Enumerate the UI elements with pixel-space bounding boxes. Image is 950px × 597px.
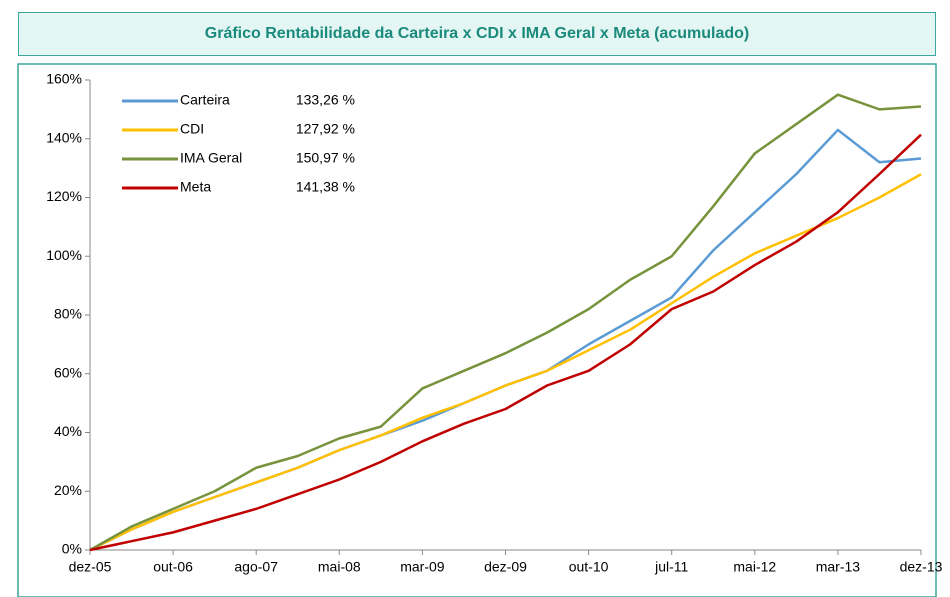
legend-label: Meta	[180, 179, 211, 195]
y-tick-label: 100%	[46, 247, 82, 263]
legend-value: 127,92 %	[296, 121, 355, 137]
x-tick-label: out-06	[153, 559, 193, 575]
legend-value: 141,38 %	[296, 179, 355, 195]
x-tick-label: dez-05	[69, 559, 112, 575]
y-tick-label: 40%	[54, 423, 82, 439]
y-tick-label: 20%	[54, 482, 82, 498]
x-tick-label: jul-11	[654, 559, 688, 575]
x-tick-label: mai-12	[733, 559, 776, 575]
x-tick-label: out-10	[569, 559, 609, 575]
x-tick-label: dez-13	[900, 559, 943, 575]
legend-label: CDI	[180, 121, 204, 137]
chart-title: Gráfico Rentabilidade da Carteira x CDI …	[18, 12, 936, 56]
legend-label: IMA Geral	[180, 150, 242, 166]
y-tick-label: 0%	[62, 541, 82, 557]
y-tick-label: 140%	[46, 129, 82, 145]
series-line	[89, 93, 922, 552]
series-line	[89, 128, 922, 552]
legend-label: Carteira	[180, 92, 230, 108]
x-tick-label: mai-08	[318, 559, 361, 575]
series-line	[89, 133, 922, 552]
legend-value: 150,97 %	[296, 150, 355, 166]
y-tick-label: 120%	[46, 188, 82, 204]
series-line	[89, 173, 922, 552]
x-tick-label: ago-07	[234, 559, 278, 575]
y-tick-label: 60%	[54, 364, 82, 380]
y-tick-label: 160%	[46, 71, 82, 87]
legend-value: 133,26 %	[296, 92, 355, 108]
x-tick-label: mar-13	[816, 559, 861, 575]
x-tick-label: dez-09	[484, 559, 527, 575]
x-tick-label: mar-09	[400, 559, 445, 575]
y-tick-label: 80%	[54, 306, 82, 322]
frame	[17, 63, 937, 597]
